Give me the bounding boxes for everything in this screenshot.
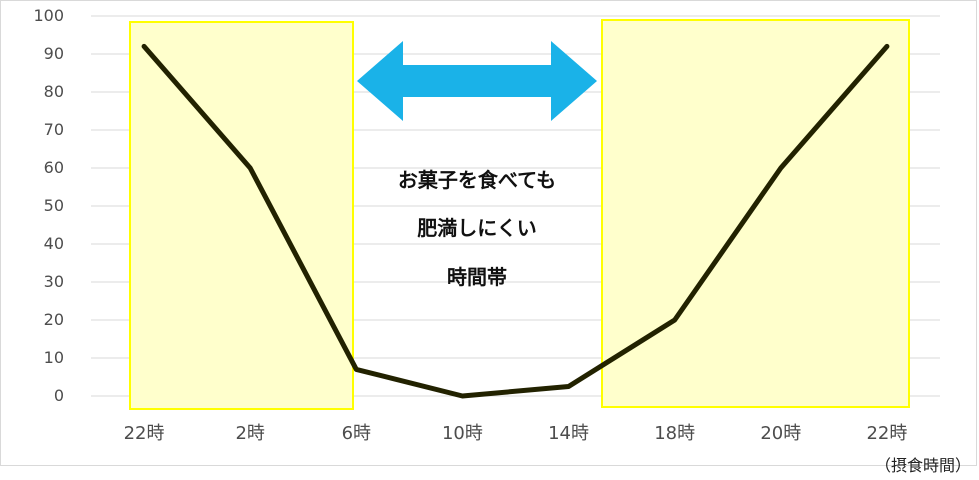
y-tick-label-0: 0	[53, 386, 64, 405]
series-line	[141, 43, 890, 399]
y-tick-label-5: 50	[43, 196, 64, 215]
highlight-layer	[129, 19, 910, 410]
x-tick-label-2: 6時	[341, 423, 372, 444]
x-tick-label-1: 2時	[235, 423, 265, 444]
line-layer	[141, 43, 890, 399]
y-tick-label-8: 80	[43, 82, 64, 101]
x-tick-label-7: 22時	[866, 423, 908, 444]
x-axis-unit: （摂食時間）	[874, 456, 971, 475]
double-arrow-icon	[357, 41, 597, 121]
y-tick-label-1: 10	[43, 348, 64, 367]
y-tick-label-10: 100	[33, 6, 64, 25]
highlight-region-1	[601, 19, 910, 408]
x-tick-label-4: 14時	[548, 423, 590, 444]
annotation-line-1: お菓子を食べても	[397, 168, 557, 192]
y-tick-label-7: 70	[43, 120, 64, 139]
y-tick-label-2: 20	[43, 310, 64, 329]
y-tick-label-6: 60	[43, 158, 64, 177]
highlight-region-0	[129, 21, 354, 410]
annotation-line-2: 肥満しにくい	[417, 216, 537, 240]
annotation-line-3: 時間帯	[447, 265, 507, 289]
y-tick-label-9: 90	[43, 44, 64, 63]
arrow-layer	[357, 41, 597, 121]
y-tick-label-4: 40	[43, 234, 64, 253]
x-tick-label-5: 18時	[654, 423, 696, 444]
y-tick-label-3: 30	[43, 272, 64, 291]
x-tick-label-6: 20時	[760, 423, 802, 444]
x-tick-label-0: 22時	[123, 423, 165, 444]
x-tick-label-3: 10時	[441, 423, 483, 444]
